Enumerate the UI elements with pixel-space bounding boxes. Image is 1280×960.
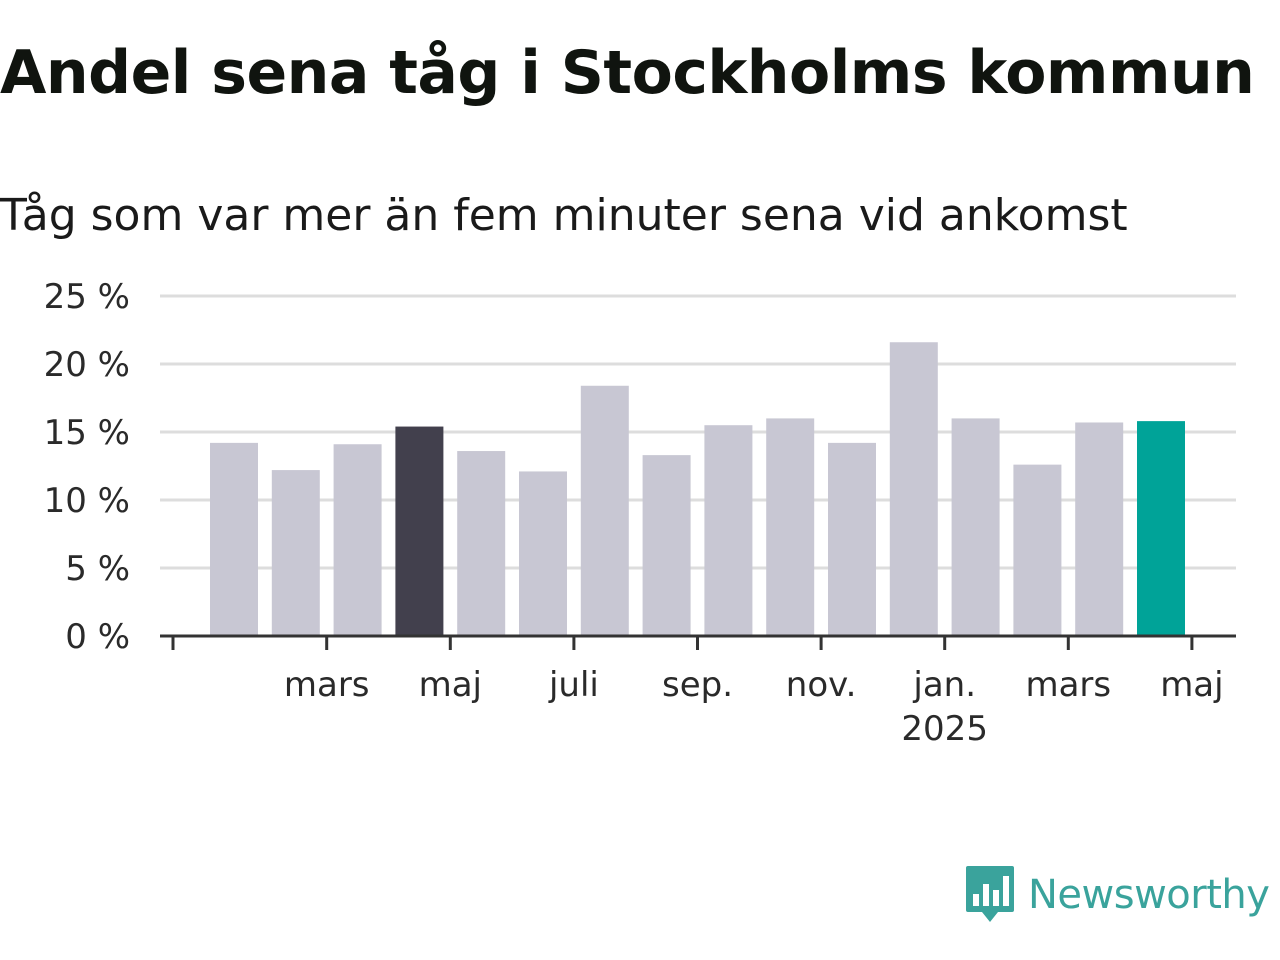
x-tick-label: mars: [1025, 665, 1111, 705]
chart-title: Andel sena tåg i Stockholms kommun: [0, 38, 1255, 108]
bar: [889, 342, 938, 636]
bar: [271, 470, 320, 636]
x-tick-label: jan.: [912, 665, 976, 705]
bar: [210, 442, 258, 636]
x-tick-sublabel: 2025: [901, 709, 988, 749]
bar: [457, 451, 506, 636]
bar-chart: 0 % 5 % 10 % 15 % 20 % 25 % mars maj juli sep. nov…: [44, 277, 1236, 749]
bar: [1075, 422, 1124, 636]
bar: [580, 385, 629, 636]
x-tick-label: sep.: [662, 665, 733, 705]
x-tick-label: mars: [284, 665, 370, 705]
newsworthy-logo: Newsworthy: [964, 864, 1270, 926]
bar: [642, 455, 691, 636]
bar: [519, 471, 567, 636]
newsworthy-logo-icon: [966, 866, 1014, 922]
x-tick-label: maj: [419, 665, 482, 705]
y-tick-label: 10 %: [44, 481, 130, 521]
bar: [1137, 421, 1185, 636]
bar: [333, 444, 382, 636]
x-tick-label: juli: [548, 665, 599, 705]
bar: [828, 442, 876, 636]
y-tick-label: 25 %: [44, 277, 130, 317]
y-tick-label: 20 %: [44, 345, 130, 385]
x-tick-label: nov.: [786, 665, 857, 705]
bar: [1013, 464, 1062, 636]
chart-subtitle: Tåg som var mer än fem minuter sena vid …: [0, 190, 1128, 241]
y-tick-label: 5 %: [65, 549, 130, 589]
bar: [766, 418, 815, 636]
bar: [704, 425, 753, 636]
x-tick-label: maj: [1160, 665, 1223, 705]
y-tick-label: 0 %: [65, 617, 130, 657]
brand-name: Newsworthy: [1028, 872, 1270, 918]
y-tick-label: 15 %: [44, 413, 130, 453]
bar: [951, 418, 1000, 636]
bar: [395, 426, 444, 636]
